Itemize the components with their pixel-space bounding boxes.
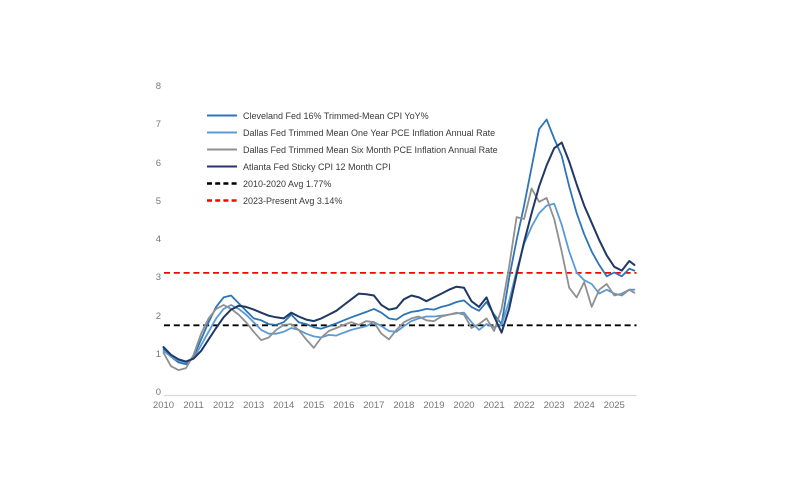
legend-label-series-1: Dallas Fed Trimmed Mean One Year PCE Inf… xyxy=(243,127,496,138)
series-line-3 xyxy=(162,141,636,363)
x-axis-tick-label: 2011 xyxy=(183,400,204,411)
legend-line-sample-avg-1 xyxy=(207,199,237,202)
x-axis-tick-label: 2014 xyxy=(273,400,295,411)
y-axis-tick-label: 0 xyxy=(155,387,161,398)
y-axis-tick-label: 1 xyxy=(155,348,161,360)
x-axis-tick-label: 2013 xyxy=(243,400,265,411)
legend-label-series-3: Atlanta Fed Sticky CPI 12 Month CPI xyxy=(243,161,391,172)
series-line-1 xyxy=(162,202,636,364)
x-axis-tick-label: 2022 xyxy=(513,400,535,411)
legend-label-series-0: Cleveland Fed 16% Trimmed-Mean CPI YoY% xyxy=(243,110,429,121)
legend-line-sample-avg-0 xyxy=(207,182,237,185)
legend-item-avg-0: 2010-2020 Avg 1.77% xyxy=(207,175,498,192)
legend-label-avg-1: 2023-Present Avg 3.14% xyxy=(243,195,343,206)
x-axis-tick-label: 2021 xyxy=(483,400,505,411)
y-axis-tick-label: 6 xyxy=(155,157,161,169)
y-axis-tick-label: 3 xyxy=(155,272,161,284)
x-axis-tick-label: 2012 xyxy=(213,400,235,411)
x-axis-tick-label: 2019 xyxy=(423,400,445,411)
series-line-2 xyxy=(162,187,636,372)
legend: Cleveland Fed 16% Trimmed-Mean CPI YoY% D… xyxy=(207,107,498,209)
x-axis-tick-label: 2025 xyxy=(603,400,625,411)
legend-label-series-2: Dallas Fed Trimmed Mean Six Month PCE In… xyxy=(243,144,498,155)
legend-item-series-2: Dallas Fed Trimmed Mean Six Month PCE In… xyxy=(207,141,498,158)
x-axis-tick-label: 2023 xyxy=(543,400,565,411)
legend-item-series-1: Dallas Fed Trimmed Mean One Year PCE Inf… xyxy=(207,124,498,141)
x-axis-tick-label: 2016 xyxy=(333,400,355,411)
legend-item-series-0: Cleveland Fed 16% Trimmed-Mean CPI YoY% xyxy=(207,107,498,124)
legend-line-sample-series-0 xyxy=(207,114,237,117)
legend-line-sample-series-2 xyxy=(207,148,237,151)
y-axis-tick-label: 2 xyxy=(155,310,161,322)
legend-item-series-3: Atlanta Fed Sticky CPI 12 Month CPI xyxy=(207,158,498,175)
y-axis-tick-label: 5 xyxy=(155,195,161,207)
legend-label-avg-0: 2010-2020 Avg 1.77% xyxy=(243,178,332,189)
legend-line-sample-series-3 xyxy=(207,165,237,168)
legend-item-avg-1: 2023-Present Avg 3.14% xyxy=(207,192,498,209)
y-axis-tick-label: 7 xyxy=(155,119,161,131)
x-axis-tick-label: 2015 xyxy=(303,400,325,411)
y-axis-tick-label: 8 xyxy=(155,81,161,92)
x-axis-tick-label: 2020 xyxy=(453,400,475,411)
x-axis-tick-label: 2010 xyxy=(152,400,175,411)
x-axis-tick-label: 2018 xyxy=(393,400,415,411)
y-axis-tick-label: 4 xyxy=(155,234,161,245)
x-axis-tick-label: 2024 xyxy=(573,400,595,411)
x-axis-tick-label: 2017 xyxy=(363,400,385,411)
legend-line-sample-series-1 xyxy=(207,131,237,134)
